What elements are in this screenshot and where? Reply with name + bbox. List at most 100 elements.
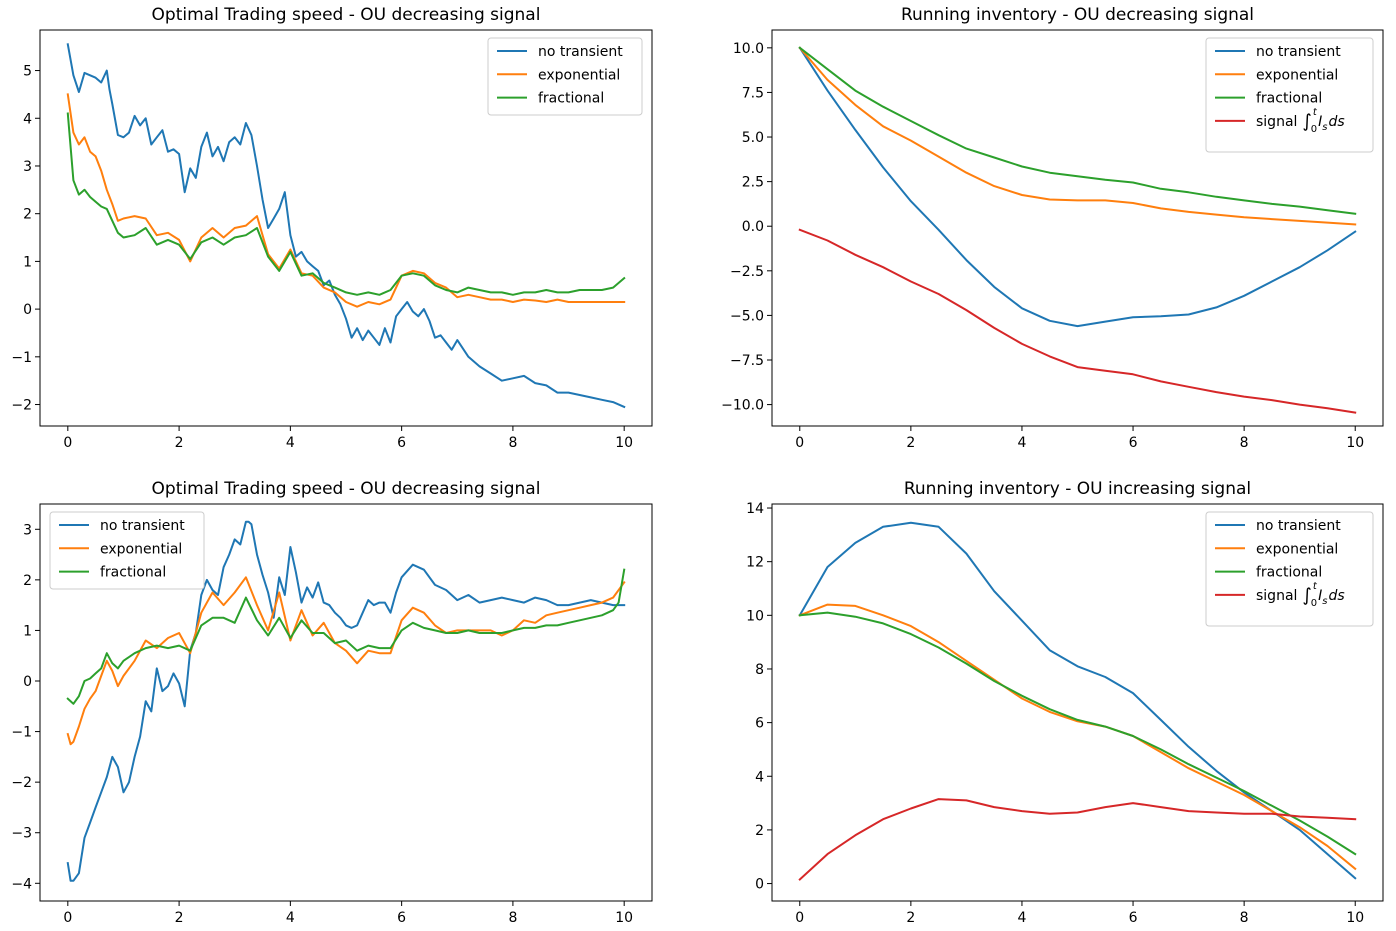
legend-item: exponential bbox=[1215, 67, 1338, 83]
legend-item: signal ∫t 0Isds bbox=[1215, 107, 1345, 135]
series-line-no-transient bbox=[798, 46, 1357, 328]
x-tick-label: 6 bbox=[397, 910, 406, 926]
y-tick-label: −2.5 bbox=[730, 264, 764, 280]
y-tick-label: 10 bbox=[746, 608, 764, 624]
integral-measure: ds bbox=[1328, 588, 1344, 604]
series-line-no-transient bbox=[66, 43, 626, 409]
integrand: I bbox=[1318, 114, 1322, 130]
legend-item: exponential bbox=[497, 67, 620, 83]
x-tick-label: 10 bbox=[1346, 435, 1364, 451]
legend-box bbox=[1205, 511, 1374, 627]
legend-item: no transient bbox=[1215, 518, 1341, 534]
series-line-fractional bbox=[798, 46, 1357, 215]
legend-item: fractional bbox=[497, 91, 604, 107]
series-line-signal bbox=[798, 798, 1357, 881]
series-line-exponential bbox=[66, 93, 626, 308]
y-tick-label: 2.5 bbox=[742, 175, 764, 191]
series-line-no-transient bbox=[66, 520, 626, 882]
series-line-signal bbox=[798, 228, 1357, 414]
legend-item: fractional bbox=[1215, 565, 1322, 581]
y-tick-label: 0.0 bbox=[742, 219, 764, 235]
series-line-exponential bbox=[798, 603, 1357, 871]
y-tick-label: 3 bbox=[23, 159, 32, 175]
legend-item: exponential bbox=[59, 541, 182, 557]
legend: no transient exponential fractional signal ∫… bbox=[1205, 37, 1374, 153]
y-tick-label: 3 bbox=[23, 522, 32, 538]
integral-upper: t bbox=[1313, 107, 1318, 118]
integrand-subscript: s bbox=[1322, 122, 1327, 133]
x-tick-label: 0 bbox=[63, 910, 72, 926]
integral-sign: ∫ bbox=[1302, 585, 1311, 606]
legend-label: fractional bbox=[100, 565, 166, 581]
series-group bbox=[66, 520, 626, 882]
y-tick-label: 2 bbox=[23, 207, 32, 223]
legend: no transient exponential fractional bbox=[49, 511, 205, 590]
chart-panel-4: Running inventory - OU increasing signal… bbox=[746, 479, 1384, 926]
x-tick-label: 0 bbox=[795, 435, 804, 451]
y-tick-label: −1 bbox=[11, 725, 32, 741]
chart-panel-1: Optimal Trading speed - OU decreasing si… bbox=[11, 5, 653, 451]
legend-label: signal ∫t 0Isds bbox=[1256, 107, 1345, 135]
y-tick-label: 7.5 bbox=[742, 85, 764, 101]
x-tick-label: 0 bbox=[63, 435, 72, 451]
legend-item: no transient bbox=[59, 518, 185, 534]
y-tick-label: −2 bbox=[11, 775, 32, 791]
integral-sign: ∫ bbox=[1302, 111, 1311, 132]
x-tick-label: 4 bbox=[1017, 910, 1026, 926]
legend-label: exponential bbox=[538, 67, 620, 83]
legend-item: exponential bbox=[1215, 541, 1338, 557]
y-tick-label: 12 bbox=[746, 555, 764, 571]
series-group bbox=[798, 521, 1357, 881]
x-tick-label: 10 bbox=[615, 910, 633, 926]
x-tick-label: 2 bbox=[906, 910, 915, 926]
legend-box bbox=[49, 511, 205, 590]
y-tick-label: −4 bbox=[11, 876, 32, 892]
integrand-subscript: s bbox=[1322, 596, 1327, 607]
chart-panel-3: Optimal Trading speed - OU decreasing si… bbox=[11, 479, 653, 926]
legend-label: no transient bbox=[538, 44, 623, 60]
y-tick-label: −7.5 bbox=[730, 353, 764, 369]
chart-title: Running inventory - OU increasing signal bbox=[904, 479, 1251, 499]
series-line-fractional bbox=[798, 611, 1357, 856]
x-tick-label: 10 bbox=[1346, 910, 1364, 926]
axes-frame bbox=[39, 29, 653, 427]
integral-measure: ds bbox=[1328, 114, 1344, 130]
legend-label: exponential bbox=[100, 541, 182, 557]
axes-frame bbox=[39, 503, 653, 902]
chart-panel-2: Running inventory - OU decreasing signal… bbox=[721, 5, 1384, 451]
legend-item: signal ∫t 0Isds bbox=[1215, 581, 1345, 609]
y-tick-label: 2 bbox=[755, 823, 764, 839]
integral-upper: t bbox=[1313, 581, 1318, 592]
chart-title: Optimal Trading speed - OU decreasing si… bbox=[152, 479, 541, 499]
series-line-exponential bbox=[66, 576, 626, 746]
x-tick-label: 8 bbox=[508, 910, 517, 926]
series-line-exponential bbox=[798, 46, 1357, 226]
y-tick-label: 5 bbox=[23, 64, 32, 80]
integrand: I bbox=[1318, 588, 1322, 604]
y-tick-label: 0 bbox=[23, 674, 32, 690]
y-tick-label: 2 bbox=[23, 573, 32, 589]
chart-title: Running inventory - OU decreasing signal bbox=[901, 5, 1254, 25]
legend-label: no transient bbox=[100, 518, 185, 534]
y-tick-label: 4 bbox=[755, 769, 764, 785]
legend: no transient exponential fractional signal ∫… bbox=[1205, 511, 1374, 627]
y-tick-label: 0 bbox=[755, 877, 764, 893]
legend-signal-word: signal bbox=[1256, 588, 1297, 604]
x-tick-label: 8 bbox=[1240, 910, 1249, 926]
x-tick-label: 2 bbox=[175, 910, 184, 926]
y-tick-label: −3 bbox=[11, 826, 32, 842]
legend-label: fractional bbox=[1256, 565, 1322, 581]
legend-box bbox=[1205, 37, 1374, 153]
y-tick-label: 8 bbox=[755, 662, 764, 678]
legend-label: exponential bbox=[1256, 541, 1338, 557]
x-tick-label: 2 bbox=[906, 435, 915, 451]
y-tick-label: −1 bbox=[11, 350, 32, 366]
y-tick-label: 1 bbox=[23, 623, 32, 639]
y-tick-label: 1 bbox=[23, 254, 32, 270]
y-tick-label: 5.0 bbox=[742, 130, 764, 146]
legend-label: fractional bbox=[538, 91, 604, 107]
legend: no transient exponential fractional bbox=[487, 37, 643, 116]
y-tick-label: 4 bbox=[23, 111, 32, 127]
axes-frame bbox=[771, 29, 1384, 427]
series-line-fractional bbox=[66, 568, 626, 705]
